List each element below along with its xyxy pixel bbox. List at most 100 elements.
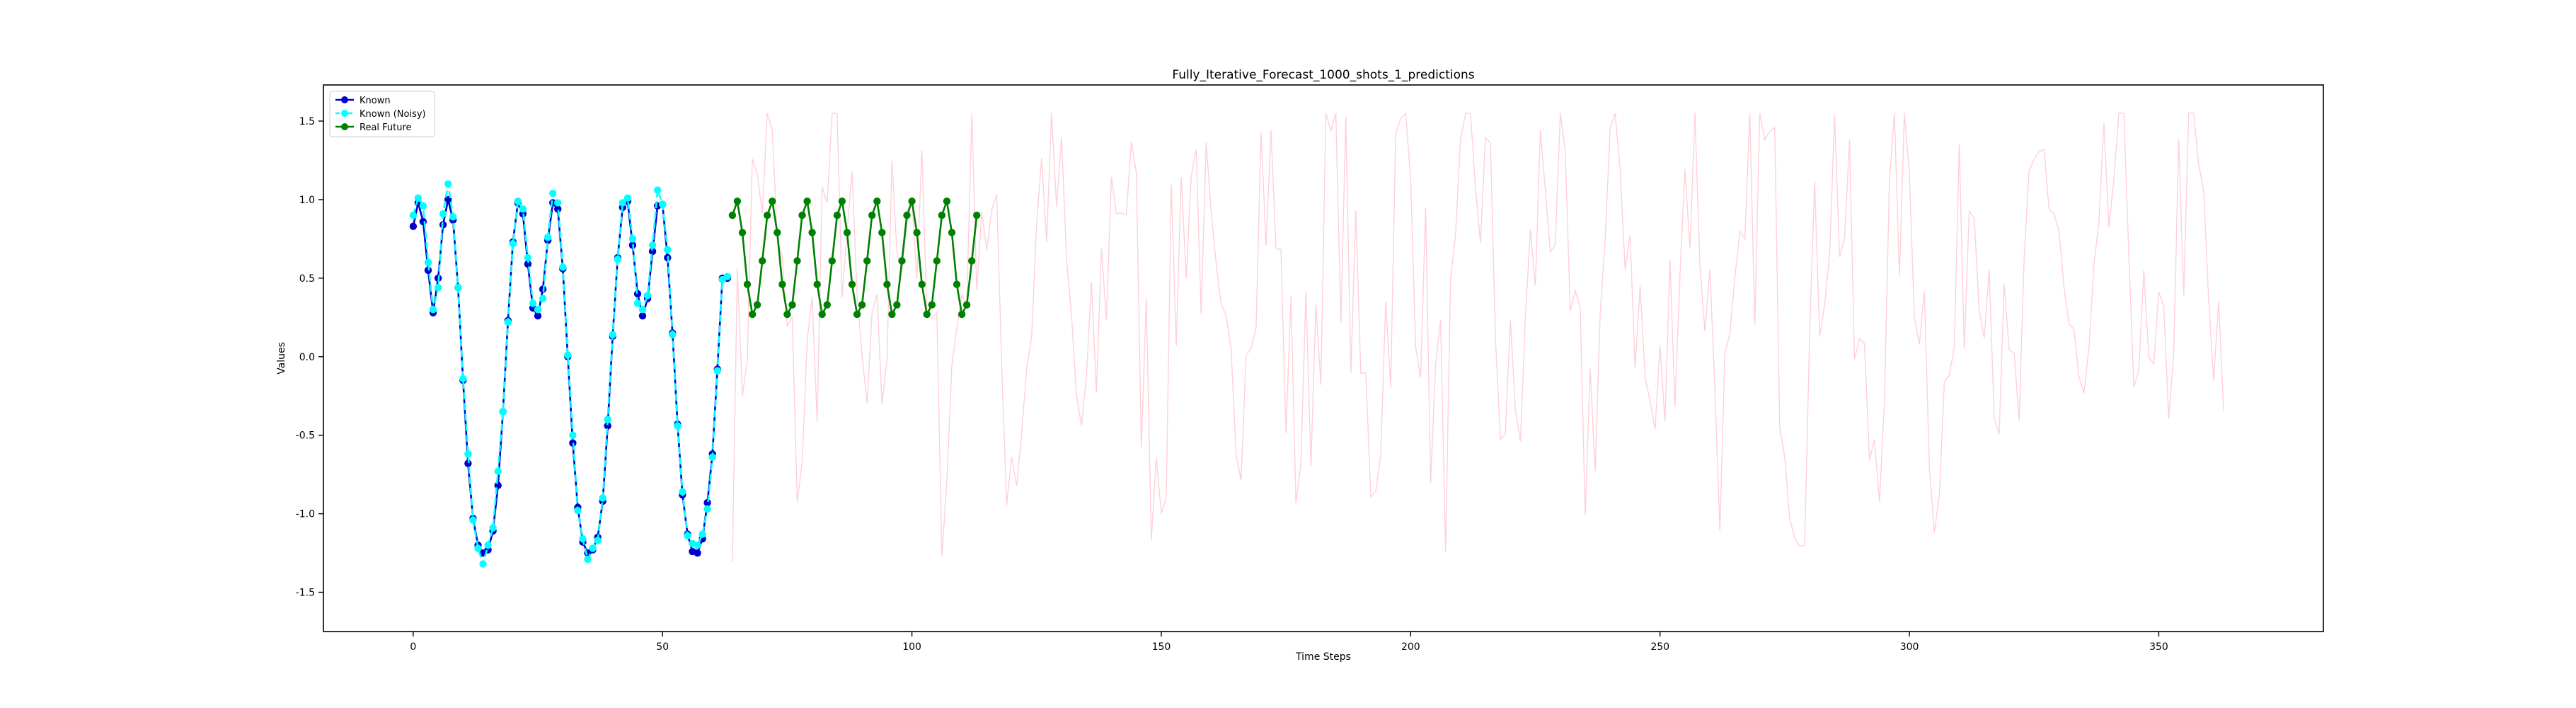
data-point [953,280,961,288]
data-point [638,306,647,314]
x-axis-label: Time Steps [1295,651,1351,663]
data-point [848,280,856,288]
data-point [654,186,662,194]
data-point [748,310,757,319]
data-point [703,505,711,513]
data-point [599,494,606,502]
data-point [918,280,926,288]
y-tick-label: -1.0 [296,509,315,520]
data-point [469,516,477,524]
data-point [449,213,457,221]
data-point [908,198,916,205]
data-point [574,507,582,515]
data-point [708,453,716,461]
legend-box [329,91,435,137]
data-point [509,239,517,248]
data-point [643,292,652,299]
data-point [584,555,592,564]
data-point [723,273,731,280]
data-point [409,211,418,219]
data-point [893,301,901,309]
data-point [823,301,832,309]
x-tick-label: 150 [1152,641,1171,653]
data-point [659,200,667,208]
legend-item: Known (Noisy) [335,109,426,120]
x-tick-label: 200 [1401,641,1420,653]
data-point [774,229,781,236]
plot-area [323,84,2324,632]
data-point [783,310,791,319]
data-point [564,351,572,359]
data-point [674,422,682,430]
data-point [489,524,497,532]
data-point [554,205,562,213]
data-point [759,257,766,265]
legend-item: Known [335,96,391,106]
y-tick-label: 0.5 [299,273,315,285]
data-point [549,189,557,198]
data-point [504,318,512,326]
data-point [419,202,427,210]
data-point [838,198,846,205]
y-tick-label: 1.0 [299,195,315,206]
data-point [464,450,472,458]
data-point [414,194,422,202]
data-point [648,241,657,249]
legend-swatch-marker [341,96,348,103]
data-point [524,260,532,268]
data-point [684,532,691,539]
data-point [694,541,701,549]
data-point [803,198,811,205]
data-point [923,310,931,319]
data-point [609,331,616,338]
data-point [903,211,911,219]
data-point [813,280,821,288]
data-point [623,194,632,202]
y-tick-label: -1.5 [296,588,315,599]
data-point [534,312,542,320]
data-point [778,280,786,288]
data-point [733,198,742,205]
data-point [479,560,487,568]
data-point [619,199,626,207]
data-point [868,211,876,219]
data-point [769,198,776,205]
data-point [604,422,611,430]
data-point [594,537,602,544]
data-point [524,253,532,262]
data-point [534,306,542,314]
y-tick-label: 1.5 [299,116,315,127]
y-tick-label: -0.5 [296,430,315,442]
data-point [788,301,796,309]
x-tick-label: 250 [1650,641,1669,653]
data-point [933,257,941,265]
data-point [544,234,552,241]
data-point [973,211,981,219]
data-point [494,467,502,475]
data-point [514,198,522,205]
series-known-noisy [409,180,731,568]
data-point [419,217,427,226]
data-point [434,284,442,292]
data-point [614,256,621,263]
legend-swatch-marker [341,123,348,130]
data-point [764,211,771,219]
legend-item: Real Future [335,122,412,133]
data-point [828,257,836,265]
series-line [731,200,978,317]
data-point [753,301,761,309]
data-point [883,280,891,288]
data-point [459,375,467,382]
data-point [633,290,642,298]
data-point [579,535,587,543]
data-point [808,229,816,236]
data-point [948,229,956,236]
data-point [898,257,906,265]
data-point [494,481,502,489]
legend-label: Real Future [360,122,412,133]
data-point [843,229,851,236]
y-axis-label: Values [276,342,287,375]
predicted-trace [732,112,2224,562]
data-point [669,331,677,338]
x-tick-label: 0 [410,641,416,653]
